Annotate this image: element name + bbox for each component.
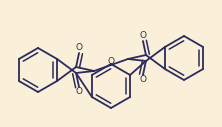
Text: O: O xyxy=(75,88,83,97)
Text: O: O xyxy=(107,57,115,66)
Text: O: O xyxy=(75,44,83,52)
Text: O: O xyxy=(139,75,147,84)
Text: O: O xyxy=(139,31,147,41)
